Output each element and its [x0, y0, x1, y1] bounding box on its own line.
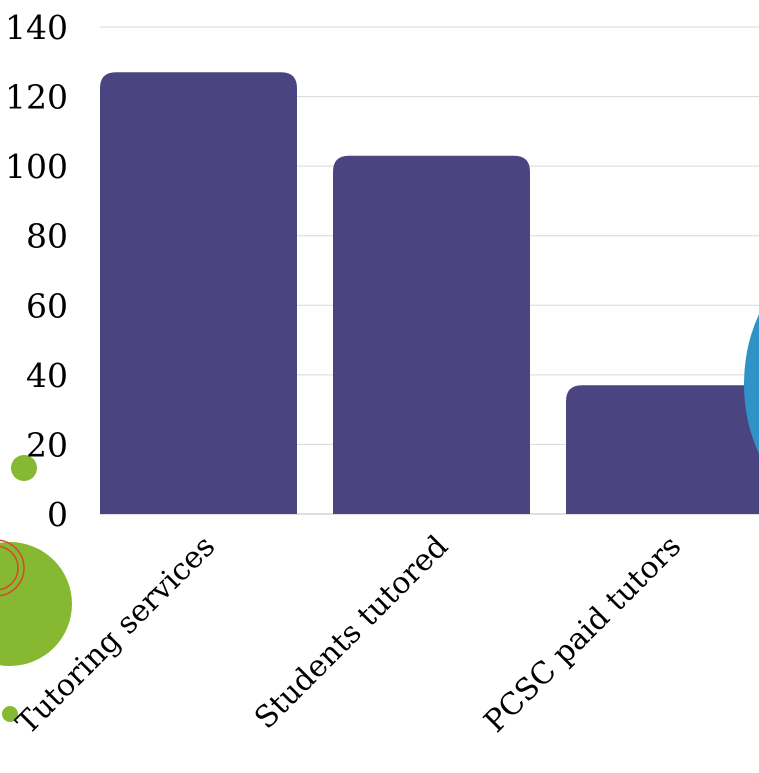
y-tick-label: 40 [26, 356, 68, 395]
x-axis-labels: Tutoring services Students tutored PCSC pa… [10, 529, 688, 741]
y-tick-label: 120 [5, 78, 68, 117]
x-category-label: Students tutored [248, 529, 455, 736]
y-axis-ticks: 0 20 40 60 80 100 120 140 [5, 8, 68, 534]
decorative-shapes [0, 455, 72, 722]
y-tick-label: 140 [5, 8, 68, 47]
decor-circle-green [0, 542, 72, 666]
y-tick-label: 100 [5, 147, 68, 186]
decor-dot-bottom [2, 706, 18, 722]
bar [566, 385, 759, 514]
bar [100, 72, 297, 514]
decor-ring-red-outer [0, 539, 25, 597]
y-tick-label: 0 [47, 495, 68, 534]
bars [100, 72, 759, 514]
bar [333, 155, 530, 514]
y-tick-label: 60 [26, 286, 68, 325]
decor-shape-blue [744, 314, 759, 454]
y-tick-label: 20 [26, 425, 68, 464]
decorative-shapes-front [744, 314, 759, 454]
y-tick-label: 80 [26, 217, 68, 256]
decor-ring-red-inner [0, 545, 19, 591]
x-category-label: PCSC paid tutors [478, 529, 689, 740]
decor-dot-small [11, 455, 37, 481]
